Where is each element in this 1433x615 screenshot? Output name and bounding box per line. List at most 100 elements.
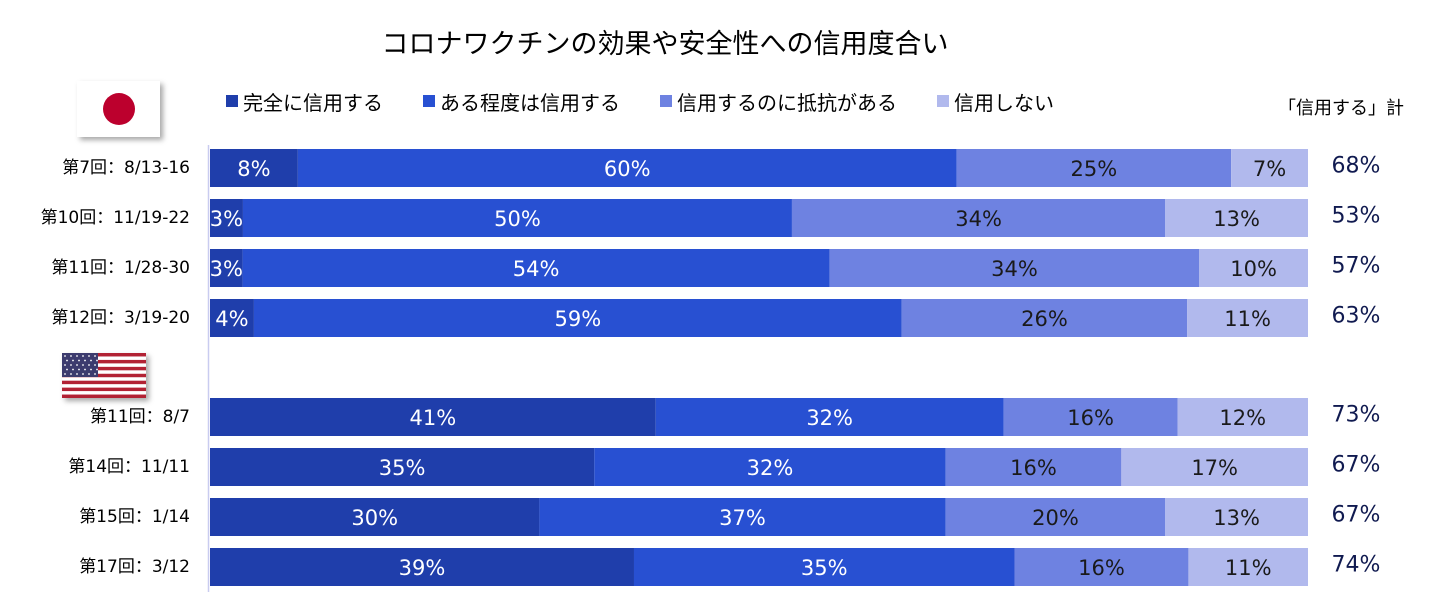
- flag-stripe: [62, 359, 146, 364]
- bar-segment: [1014, 548, 1189, 586]
- flag-star: [70, 355, 72, 357]
- total-column-header: 「信用する」計: [1278, 98, 1404, 119]
- data-label: 12%: [1219, 406, 1266, 430]
- category-label: 第10回：11/19-22: [41, 208, 190, 228]
- data-label: 3%: [210, 257, 243, 281]
- data-label: 34%: [991, 257, 1038, 281]
- flag-star: [94, 355, 96, 357]
- bar-segment: [594, 448, 946, 486]
- bar-segment: [253, 299, 902, 337]
- data-label: 26%: [1021, 307, 1068, 331]
- data-label: 34%: [955, 207, 1002, 231]
- data-label: 39%: [399, 556, 446, 580]
- bar-segment: [539, 498, 946, 536]
- total-label: 68%: [1332, 154, 1381, 179]
- flag-stripe: [62, 353, 146, 357]
- data-label: 10%: [1230, 257, 1277, 281]
- data-label: 16%: [1010, 456, 1057, 480]
- legend-label: 完全に信用する: [243, 90, 383, 115]
- data-label: 59%: [554, 307, 601, 331]
- bar-segment: [956, 149, 1232, 187]
- total-label: 53%: [1332, 204, 1381, 229]
- data-label: 11%: [1225, 556, 1272, 580]
- total-label: 67%: [1332, 453, 1381, 478]
- data-label: 35%: [379, 456, 426, 480]
- total-label: 57%: [1332, 254, 1381, 279]
- bar-segment: [1121, 448, 1308, 486]
- bar-segment: [945, 448, 1122, 486]
- legend: 完全に信用する ある程度は信用する 信用するのに抵抗がある 信用しない: [226, 87, 1094, 116]
- legend-swatch: [226, 95, 238, 107]
- flag-stripe: [62, 366, 146, 371]
- flag-star: [76, 373, 78, 375]
- data-label: 17%: [1191, 456, 1238, 480]
- flag-star: [72, 368, 74, 371]
- bar-segment: [1165, 199, 1308, 237]
- total-label: 74%: [1332, 553, 1381, 578]
- bar-segment: [655, 398, 1004, 436]
- bar-segment: [242, 199, 792, 237]
- bar-segment: [210, 448, 595, 486]
- flag-star: [88, 355, 90, 357]
- total-label: 63%: [1332, 304, 1381, 329]
- legend-item-reluctant: 信用するのに抵抗がある: [660, 87, 897, 116]
- data-label: 30%: [351, 506, 398, 530]
- data-label: 20%: [1032, 506, 1079, 530]
- flag-star: [88, 373, 90, 375]
- japan-flag-disc: [103, 93, 135, 125]
- data-label: 25%: [1071, 157, 1118, 181]
- flag-star: [78, 359, 80, 362]
- data-label: 13%: [1213, 207, 1260, 231]
- data-label: 16%: [1078, 556, 1125, 580]
- bar-segment: [210, 199, 243, 237]
- data-label: 7%: [1253, 157, 1286, 181]
- total-label: 73%: [1332, 403, 1381, 428]
- data-label: 35%: [801, 556, 848, 580]
- category-label: 第12回：3/19-20: [51, 308, 190, 328]
- flag-star: [96, 368, 98, 371]
- bar-segment: [1231, 149, 1308, 187]
- category-label: 第14回：11/11: [68, 457, 190, 477]
- legend-item-some-trust: ある程度は信用する: [423, 87, 620, 116]
- bar-segment: [829, 249, 1200, 287]
- flag-star: [84, 368, 86, 371]
- bar-segment: [633, 548, 1015, 586]
- data-label: 41%: [410, 406, 457, 430]
- data-label: 32%: [747, 456, 794, 480]
- data-label: 54%: [513, 257, 560, 281]
- legend-label: ある程度は信用する: [440, 90, 620, 115]
- data-label: 50%: [494, 207, 541, 231]
- data-label: 11%: [1224, 307, 1271, 331]
- flag-star: [82, 364, 84, 366]
- legend-swatch: [660, 95, 672, 107]
- bar-segment: [945, 498, 1166, 536]
- category-label: 第17回：3/12: [79, 557, 190, 577]
- flag-star: [78, 368, 80, 371]
- legend-label: 信用するのに抵抗がある: [677, 90, 897, 115]
- bar-segment: [297, 149, 957, 187]
- data-label: 8%: [237, 157, 270, 181]
- data-label: 3%: [210, 207, 243, 231]
- flag-star: [76, 355, 78, 357]
- flag-star: [70, 364, 72, 366]
- bar-segment: [210, 299, 254, 337]
- japan-flag-icon: [77, 81, 160, 137]
- bar-segment: [210, 398, 656, 436]
- flag-star: [96, 359, 98, 362]
- flag-stripe: [62, 380, 146, 385]
- flag-star: [90, 359, 92, 362]
- bar-segment: [242, 249, 830, 287]
- flag-star: [70, 373, 72, 375]
- data-label: 16%: [1067, 406, 1114, 430]
- category-label: 第15回：1/14: [79, 507, 190, 527]
- category-label: 第11回：1/28-30: [51, 258, 190, 278]
- flag-star: [82, 355, 84, 357]
- flag-star: [76, 364, 78, 366]
- data-label: 60%: [604, 157, 651, 181]
- flag-star: [94, 373, 96, 375]
- category-label: 第11回：8/7: [90, 407, 190, 427]
- data-label: 13%: [1213, 506, 1260, 530]
- flag-star: [64, 355, 66, 357]
- legend-item-no-trust: 信用しない: [937, 87, 1054, 116]
